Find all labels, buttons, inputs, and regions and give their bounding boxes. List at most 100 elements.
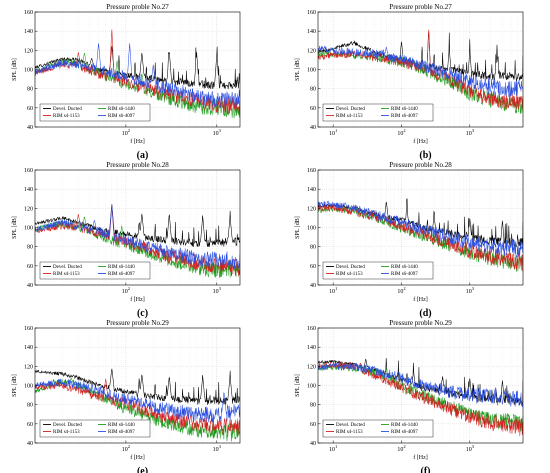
panel-title: Pressure proble No.29 xyxy=(389,319,452,327)
y-tick-label: 120 xyxy=(24,364,33,370)
y-tick-label: 160 xyxy=(24,326,33,332)
legend-label: RIM s6-1440 xyxy=(108,107,135,112)
y-tick-label: 80 xyxy=(27,245,33,251)
legend-label: RIM s4-1153 xyxy=(336,114,363,119)
panel-caption: (c) xyxy=(137,308,148,319)
x-tick-label: 103 xyxy=(466,128,475,137)
y-axis-label: SPL [dB] xyxy=(12,216,18,239)
legend-label: Devel. Ducted xyxy=(53,107,82,112)
legend-box xyxy=(39,103,151,122)
legend-label: Devel. Ducted xyxy=(53,423,82,428)
legend-label: Devel. Ducted xyxy=(53,265,82,270)
series-line-rim-s6-1440 xyxy=(35,52,240,119)
y-tick-label: 100 xyxy=(24,226,33,232)
y-tick-label: 80 xyxy=(310,87,316,93)
series-line-devel-ducted xyxy=(35,204,240,248)
legend-label: RIM s4-1153 xyxy=(336,272,363,277)
x-tick-label: 103 xyxy=(213,128,222,137)
legend-label: RIM s6-4097 xyxy=(391,430,418,435)
x-axis-label: f [Hz] xyxy=(413,454,428,461)
series-line-rim-s6-4097 xyxy=(318,45,523,98)
x-axis-label: f [Hz] xyxy=(130,454,145,461)
y-tick-label: 100 xyxy=(307,68,316,74)
legend-label: RIM s6-1440 xyxy=(391,265,418,270)
x-tick-label: 102 xyxy=(122,286,130,295)
legend-label: RIM s6-1440 xyxy=(391,423,418,428)
legend-label: Devel. Ducted xyxy=(336,107,365,112)
x-tick-label: 103 xyxy=(466,286,475,295)
y-tick-label: 40 xyxy=(310,441,316,447)
chart-panel-b: 40 60 80 100 120 140 160 101 102 103 Pressure prob… xyxy=(295,3,524,161)
x-tick-label: 102 xyxy=(397,128,405,137)
y-tick-label: 80 xyxy=(27,403,33,409)
y-tick-label: 120 xyxy=(24,48,33,54)
y-tick-label: 160 xyxy=(24,168,33,174)
x-tick-label: 101 xyxy=(329,286,337,295)
legend-label: RIM s6-1440 xyxy=(108,265,135,270)
series-line-rim-s4-1153 xyxy=(318,203,523,271)
y-tick-label: 160 xyxy=(307,168,316,174)
panel-caption: (f) xyxy=(421,466,431,473)
y-tick-label: 140 xyxy=(24,29,33,35)
y-tick-label: 120 xyxy=(307,364,316,370)
legend-box xyxy=(39,419,151,438)
y-tick-label: 120 xyxy=(307,48,316,54)
chart-panel-a: 40 60 80 100 120 140 160 102 103 Pressure proble … xyxy=(12,3,241,161)
x-tick-label: 102 xyxy=(122,128,130,137)
legend: Devel. Ducted RIM s6-1440 RIM s4-1153 RIM s… xyxy=(39,261,151,280)
series-line-rim-s4-1153 xyxy=(35,378,240,436)
y-axis-label: SPL [dB] xyxy=(12,374,18,397)
legend-box xyxy=(322,419,434,438)
x-axis-label: f [Hz] xyxy=(130,138,145,145)
y-tick-label: 60 xyxy=(27,422,33,428)
y-tick-label: 40 xyxy=(310,125,316,131)
series-line-rim-s4-1153 xyxy=(35,207,240,277)
y-tick-label: 160 xyxy=(24,10,33,16)
y-axis-label: SPL [dB] xyxy=(295,374,301,397)
panel-title: Pressure proble No.28 xyxy=(106,161,169,169)
series-line-rim-s4-1153 xyxy=(35,29,240,115)
y-axis-label: SPL [dB] xyxy=(12,58,18,81)
y-tick-label: 40 xyxy=(27,125,33,131)
legend-label: RIM s6-1440 xyxy=(391,107,418,112)
legend: Devel. Ducted RIM s6-1440 RIM s4-1153 RIM s… xyxy=(322,261,434,280)
panel-caption: (d) xyxy=(419,308,431,319)
x-tick-label: 102 xyxy=(397,286,405,295)
y-tick-label: 80 xyxy=(310,245,316,251)
chart-panel-c: 40 60 80 100 120 140 160 102 103 Pressure proble … xyxy=(12,161,241,319)
y-tick-label: 100 xyxy=(307,384,316,390)
y-tick-label: 40 xyxy=(27,441,33,447)
series-line-rim-s6-4097 xyxy=(35,43,240,110)
y-tick-label: 100 xyxy=(24,68,33,74)
x-axis-label: f [Hz] xyxy=(413,138,428,145)
legend-label: Devel. Ducted xyxy=(336,265,365,270)
legend: Devel. Ducted RIM s6-1440 RIM s4-1153 RIM s… xyxy=(322,103,434,122)
series-group xyxy=(35,204,240,279)
y-tick-label: 120 xyxy=(307,206,316,212)
x-tick-label: 102 xyxy=(397,444,405,453)
legend-label: RIM s6-4097 xyxy=(108,430,135,435)
legend-box xyxy=(322,103,434,122)
y-tick-label: 140 xyxy=(307,187,316,193)
legend-label: Devel. Ducted xyxy=(336,423,365,428)
y-tick-label: 40 xyxy=(27,283,33,289)
series-line-rim-s6-4097 xyxy=(35,378,240,423)
legend-label: RIM s4-1153 xyxy=(336,430,363,435)
panel-title: Pressure proble No.27 xyxy=(106,3,169,11)
y-tick-label: 140 xyxy=(24,187,33,193)
x-tick-label: 103 xyxy=(213,286,222,295)
series-group xyxy=(318,357,523,437)
legend-label: RIM s6-4097 xyxy=(391,272,418,277)
y-tick-label: 60 xyxy=(27,264,33,270)
panel-caption: (b) xyxy=(419,150,431,161)
series-group xyxy=(318,198,523,273)
panel-title: Pressure proble No.29 xyxy=(106,319,169,327)
chart-panel-f: 40 60 80 100 120 140 160 101 102 103 Pressure prob… xyxy=(295,319,524,473)
chart-panel-d: 40 60 80 100 120 140 160 101 102 103 Pressure prob… xyxy=(295,161,524,319)
y-tick-label: 60 xyxy=(310,422,316,428)
y-tick-label: 80 xyxy=(27,87,33,93)
series-line-rim-s6-4097 xyxy=(318,200,523,258)
x-axis-label: f [Hz] xyxy=(413,296,428,303)
panel-title: Pressure proble No.27 xyxy=(389,3,452,11)
y-tick-label: 80 xyxy=(310,403,316,409)
